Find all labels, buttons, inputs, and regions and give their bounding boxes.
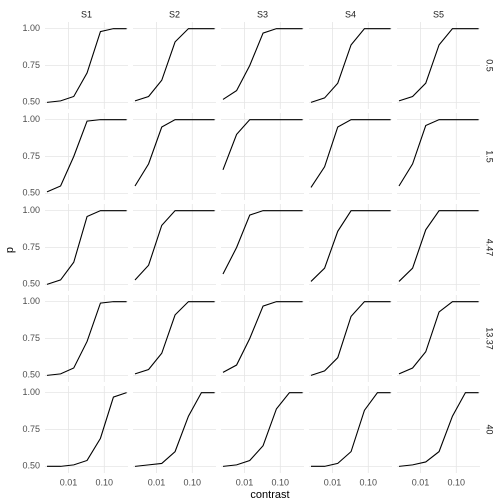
y-tick-label: 0.75 — [22, 151, 40, 161]
x-axis-label: contrast — [250, 489, 289, 501]
line — [46, 28, 127, 103]
facet-row-label: 40 — [485, 424, 495, 434]
line — [398, 301, 479, 375]
line — [46, 392, 127, 467]
y-tick-label: 1.00 — [22, 387, 40, 397]
facet-col-label: S1 — [81, 9, 92, 19]
y-tick-label: 0.50 — [22, 97, 40, 107]
line — [222, 119, 303, 170]
x-tick-label: 0.01 — [148, 477, 166, 487]
facet-col-label: S4 — [345, 9, 356, 19]
x-tick-label: 0.10 — [272, 477, 290, 487]
line — [222, 210, 303, 275]
line — [222, 301, 303, 373]
x-tick-label: 0.01 — [412, 477, 430, 487]
line — [310, 392, 391, 467]
line — [310, 210, 391, 282]
facet-row-label: 1.5 — [485, 150, 495, 163]
line — [134, 28, 215, 102]
y-tick-label: 0.50 — [22, 370, 40, 380]
line — [46, 119, 127, 193]
y-tick-label: 1.00 — [22, 23, 40, 33]
line — [398, 210, 479, 282]
x-tick-label: 0.01 — [324, 477, 342, 487]
y-tick-label: 0.50 — [22, 461, 40, 471]
facet-col-label: S5 — [433, 9, 444, 19]
x-tick-label: 0.01 — [60, 477, 78, 487]
line — [134, 119, 215, 187]
x-tick-label: 0.10 — [184, 477, 202, 487]
x-tick-label: 0.10 — [360, 477, 378, 487]
line — [222, 28, 303, 100]
line — [398, 119, 479, 187]
line — [46, 210, 127, 285]
facet-row-label: 13.37 — [485, 327, 495, 350]
x-tick-label: 0.10 — [448, 477, 466, 487]
y-tick-label: 1.00 — [22, 114, 40, 124]
line — [134, 210, 215, 281]
y-tick-label: 1.00 — [22, 296, 40, 306]
facet-col-label: S2 — [169, 9, 180, 19]
x-tick-label: 0.10 — [96, 477, 114, 487]
y-axis-label: p — [4, 247, 16, 253]
facet-row-label: 4.47 — [485, 239, 495, 257]
line — [398, 392, 479, 467]
line — [134, 301, 215, 375]
y-tick-label: 0.75 — [22, 60, 40, 70]
line — [398, 28, 479, 102]
facet-col-label: S3 — [257, 9, 268, 19]
line — [134, 392, 215, 467]
y-tick-label: 0.50 — [22, 188, 40, 198]
facet-row-label: 0.5 — [485, 59, 495, 72]
x-tick-label: 0.01 — [236, 477, 254, 487]
line — [46, 301, 127, 376]
y-tick-label: 0.75 — [22, 242, 40, 252]
line — [222, 392, 303, 467]
y-tick-label: 0.75 — [22, 333, 40, 343]
line — [310, 28, 391, 103]
y-tick-label: 0.75 — [22, 424, 40, 434]
line — [310, 119, 391, 188]
line — [310, 301, 391, 376]
y-tick-label: 0.50 — [22, 279, 40, 289]
y-tick-label: 1.00 — [22, 205, 40, 215]
